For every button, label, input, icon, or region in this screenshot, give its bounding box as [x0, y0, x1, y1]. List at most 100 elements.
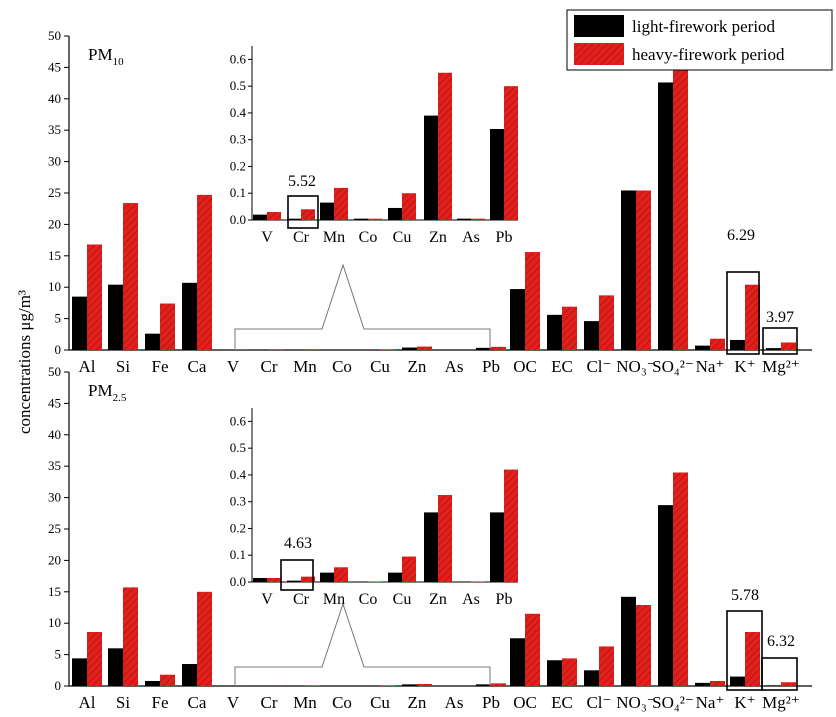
x-tick-label: OC — [513, 357, 537, 376]
bar-heavy-18 — [745, 631, 760, 686]
inset-bar-heavy-3 — [368, 218, 382, 220]
y-tick-label: 50 — [48, 364, 61, 379]
y-tick-label: 35 — [48, 458, 61, 473]
y-tick-label: 40 — [48, 91, 61, 106]
bar-light-2 — [145, 333, 160, 350]
bar-light-14 — [584, 321, 599, 350]
x-tick-label: Cr — [261, 693, 278, 712]
inset-x-tick-label: V — [261, 591, 273, 608]
bar-heavy-16 — [673, 472, 688, 686]
bar-light-2 — [145, 680, 160, 686]
inset-bar-heavy-1 — [301, 576, 315, 582]
inset-bar-light-1 — [287, 580, 301, 582]
x-tick-label: OC — [513, 693, 537, 712]
x-tick-label: Zn — [408, 693, 427, 712]
inset-bar-light-5 — [424, 512, 438, 582]
bar-heavy-16 — [673, 67, 688, 351]
y-tick-label: 15 — [48, 584, 61, 599]
zoom-connector — [234, 602, 491, 686]
x-tick-label: Si — [116, 357, 130, 376]
inset-x-tick-label: Co — [359, 229, 378, 246]
inset-bar-light-6 — [457, 218, 471, 220]
bar-heavy-12 — [525, 613, 540, 686]
x-tick-label: Cu — [370, 357, 390, 376]
inset-bar-heavy-7 — [504, 86, 518, 221]
bar-heavy-14 — [599, 646, 614, 686]
y-axis-label: concentrations μg/m³ — [15, 290, 34, 434]
inset-x-tick-label: As — [462, 229, 480, 246]
y-tick-label: 20 — [48, 552, 61, 567]
bar-heavy-12 — [525, 252, 540, 350]
x-tick-label: NO₃⁻ — [616, 693, 655, 712]
annotation-box — [287, 195, 319, 229]
y-tick-label: 20 — [48, 216, 61, 231]
inset-y-tick-label: 0.2 — [230, 520, 246, 535]
bar-light-17 — [695, 345, 710, 350]
bar-light-18 — [730, 676, 745, 686]
bar-heavy-19 — [781, 342, 796, 350]
inset-bar-light-0 — [253, 214, 267, 220]
x-tick-label: V — [227, 357, 240, 376]
inset-y-tick-label: 0.4 — [230, 467, 247, 482]
bar-light-12 — [510, 638, 525, 686]
x-tick-label: Cl⁻ — [586, 693, 611, 712]
inset-bar-heavy-6 — [471, 218, 485, 220]
legend: light-firework period heavy-firework peri… — [566, 9, 833, 71]
bar-light-3 — [182, 664, 197, 686]
inset-x-tick-label: Cu — [393, 591, 412, 608]
bar-light-1 — [108, 284, 123, 350]
inset-bar-heavy-5 — [438, 495, 452, 582]
x-tick-label: V — [227, 693, 240, 712]
inset-x-tick-label: Pb — [496, 229, 513, 246]
bar-light-9 — [402, 684, 417, 686]
x-tick-label: Cl⁻ — [586, 357, 611, 376]
inset-y-tick-label: 0.2 — [230, 158, 246, 173]
y-tick-label: 0 — [55, 678, 62, 693]
annotation-label: 6.32 — [767, 633, 795, 650]
y-tick-label: 5 — [55, 311, 62, 326]
inset-y-tick-label: 0.0 — [230, 574, 246, 589]
x-tick-label: Ca — [188, 357, 207, 376]
bar-light-11 — [476, 347, 491, 350]
y-tick-label: 0 — [55, 342, 62, 357]
x-tick-label: Fe — [152, 357, 169, 376]
inset-bar-light-1 — [287, 218, 301, 220]
legend-swatch-heavy — [574, 43, 624, 65]
y-tick-label: 45 — [48, 59, 61, 74]
bar-heavy-19 — [781, 682, 796, 686]
bar-heavy-3 — [197, 194, 212, 350]
inset-x-tick-label: V — [261, 229, 273, 246]
inset-bar-light-6 — [457, 581, 471, 582]
y-tick-label: 5 — [55, 647, 62, 662]
x-tick-label: Mn — [293, 357, 317, 376]
bar-heavy-9 — [417, 346, 432, 350]
bar-light-12 — [510, 289, 525, 350]
bar-heavy-0 — [87, 244, 102, 350]
x-tick-label: Fe — [152, 693, 169, 712]
inset-bar-light-3 — [354, 581, 368, 582]
annotation-label: 5.52 — [288, 173, 316, 190]
inset-y-tick-label: 0.6 — [230, 51, 247, 66]
bar-heavy-8 — [380, 349, 395, 350]
bar-light-19 — [766, 348, 781, 350]
inset-x-tick-label: Zn — [429, 229, 447, 246]
bar-heavy-15 — [636, 190, 651, 350]
y-tick-label: 25 — [48, 521, 61, 536]
annotation-label: 6.29 — [727, 227, 755, 244]
inset-bar-heavy-4 — [402, 556, 416, 582]
inset-bar-heavy-2 — [334, 187, 348, 220]
bar-heavy-1 — [123, 587, 138, 686]
inset-bar-light-4 — [388, 207, 402, 220]
bar-heavy-17 — [710, 680, 725, 686]
bar-light-18 — [730, 339, 745, 350]
x-tick-label: Co — [332, 357, 352, 376]
annotation-box — [726, 271, 760, 355]
x-tick-label: Si — [116, 693, 130, 712]
inset-chart: 0.0 0.1 0.2 0.3 0.4 0.5 0.6 V Cr Mn Co Cu Zn As Pb — [230, 46, 518, 246]
annotation-label: 5.78 — [731, 587, 759, 604]
bar-heavy-15 — [636, 604, 651, 686]
x-tick-label: Cr — [261, 357, 278, 376]
inset-y-tick-label: 0.5 — [230, 78, 246, 93]
x-tick-label: As — [445, 693, 464, 712]
